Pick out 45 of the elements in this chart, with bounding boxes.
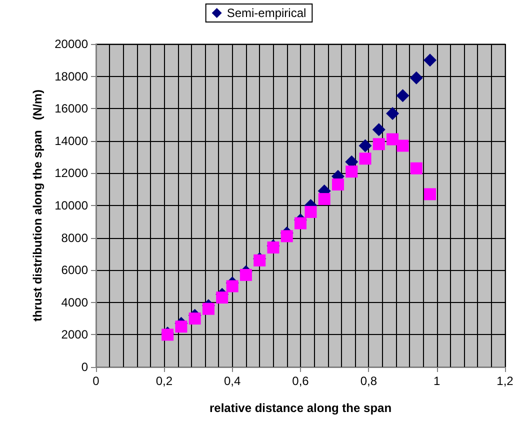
point (396, 140, 409, 152)
point (410, 162, 422, 174)
point (358, 139, 372, 152)
y-tick-label: 2000 (61, 328, 88, 342)
x-tick-label: 0,8 (360, 374, 378, 388)
point (226, 280, 238, 292)
point (410, 71, 423, 84)
point (424, 54, 437, 67)
y-tick-label: 4000 (61, 295, 88, 310)
point (280, 230, 293, 242)
point (304, 206, 317, 218)
y-tick-label: 16000 (54, 102, 88, 116)
y-tick-label: 8000 (61, 230, 88, 245)
point (424, 188, 436, 200)
point (359, 152, 372, 165)
point (386, 133, 399, 146)
point (216, 292, 228, 304)
point (396, 89, 410, 102)
y-tick-label: 0 (81, 360, 88, 374)
x-tick-label: 0 (92, 374, 100, 388)
point (386, 106, 400, 120)
point (188, 312, 201, 325)
y-tick-label: 20000 (54, 37, 88, 51)
point (240, 268, 252, 281)
x-tick-label: 1,2 (496, 374, 514, 388)
point (294, 217, 306, 230)
point (332, 178, 344, 191)
y-tick-label: 12000 (54, 166, 88, 180)
legend-label: Semi-empirical (226, 6, 306, 20)
x-tick-label: 1 (433, 374, 440, 388)
point (202, 302, 214, 315)
y-axis-title: thrust distribution along the span (N/m) (30, 90, 45, 322)
y-tick-label: 10000 (54, 198, 88, 212)
y-tick-label: 18000 (54, 69, 88, 84)
point (346, 166, 358, 178)
y-tick-label: 14000 (54, 134, 88, 148)
x-axis-title: relative distance along the span (209, 401, 392, 415)
point (318, 193, 330, 206)
point (175, 320, 188, 333)
point (372, 123, 386, 136)
x-tick-label: 0,4 (224, 374, 241, 388)
x-tick-label: 0,6 (292, 374, 310, 388)
x-tick-label: 0,2 (156, 374, 173, 388)
y-tick-label: 6000 (61, 263, 88, 278)
point (372, 138, 385, 150)
